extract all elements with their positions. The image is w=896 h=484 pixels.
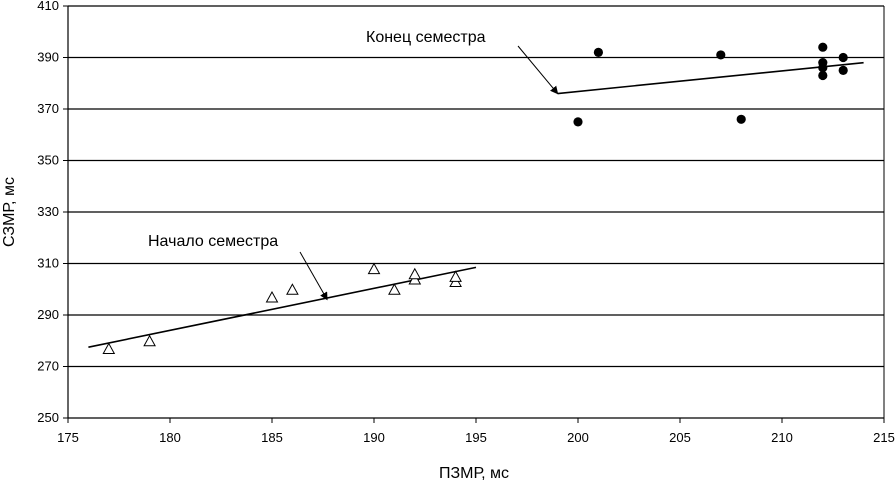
annotation-label: Начало семестра <box>148 233 278 250</box>
data-point <box>818 63 828 73</box>
x-tick-label: 200 <box>567 430 589 445</box>
y-tick-label: 250 <box>37 410 59 425</box>
x-tick-label: 190 <box>363 430 385 445</box>
x-tick-label: 180 <box>159 430 181 445</box>
y-tick-label: 310 <box>37 256 59 271</box>
x-axis-title: ПЗМР, мс <box>439 465 509 482</box>
data-point <box>593 47 604 57</box>
y-tick-label: 390 <box>37 50 59 65</box>
annotation-arrow <box>517 45 559 95</box>
y-tick-label: 410 <box>37 0 59 13</box>
x-tick-label: 210 <box>771 430 793 445</box>
annotation-label: Конец семестра <box>366 29 486 46</box>
x-tick-label: 175 <box>57 430 79 445</box>
x-tick-label: 185 <box>261 430 283 445</box>
y-axis-title: СЗМР, мс <box>1 177 18 247</box>
data-points <box>102 42 848 354</box>
data-point <box>286 283 299 295</box>
y-tick-label: 370 <box>37 101 59 116</box>
tick-labels: 250 270 290 310 330 350 370 390 410 175 180 185 190 1… <box>37 0 895 445</box>
annotation-arrow <box>299 251 328 301</box>
data-point <box>838 52 848 63</box>
trendlines <box>88 61 864 348</box>
y-tick-label: 330 <box>37 204 59 219</box>
data-point <box>388 283 401 295</box>
x-tick-label: 215 <box>873 430 895 445</box>
data-point <box>143 334 156 347</box>
data-point <box>449 270 462 282</box>
y-tick-label: 290 <box>37 307 59 322</box>
y-tick-label: 350 <box>37 153 59 168</box>
y-tick-label: 270 <box>37 359 59 374</box>
gridlines <box>68 5 884 368</box>
data-point <box>102 342 116 354</box>
annotations: Начало семестра Конец семестра <box>148 29 559 301</box>
data-point <box>716 50 726 60</box>
data-point <box>838 65 848 75</box>
data-point <box>408 267 422 280</box>
data-point <box>367 262 381 275</box>
x-tick-label: 205 <box>669 430 691 445</box>
data-point <box>573 117 583 127</box>
trendline <box>557 61 864 95</box>
data-point <box>265 290 279 303</box>
data-point <box>818 70 828 81</box>
data-point <box>736 114 746 124</box>
x-tick-label: 195 <box>465 430 487 445</box>
data-point <box>818 42 828 52</box>
